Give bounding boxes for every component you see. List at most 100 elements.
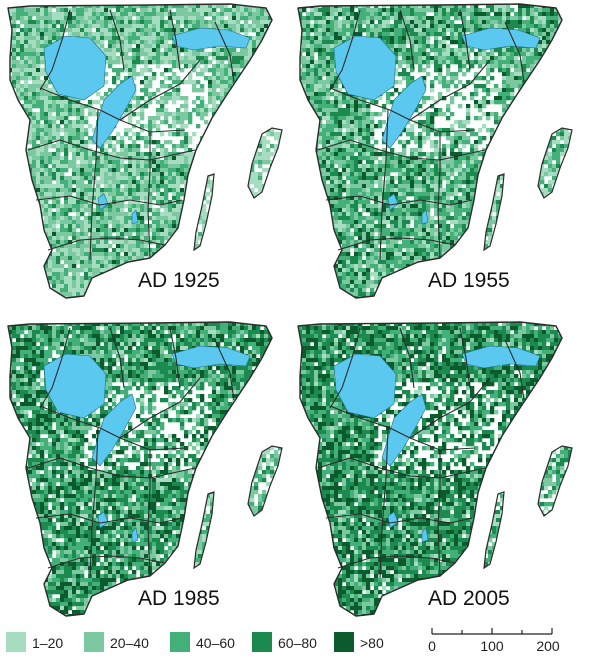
forest-cell [36, 116, 41, 121]
forest-cell [112, 144, 117, 149]
forest-cell [8, 124, 13, 129]
forest-cell [40, 180, 45, 185]
forest-cell [260, 28, 265, 33]
forest-cell [246, 168, 251, 173]
forest-cell [224, 184, 229, 189]
forest-cell [224, 24, 229, 29]
forest-cell [28, 280, 33, 285]
forest-cell [120, 4, 125, 9]
forest-cell [160, 244, 165, 249]
forest-cell [252, 44, 257, 49]
forest-cell [242, 188, 247, 193]
forest-cell [108, 280, 113, 285]
forest-cell [160, 4, 165, 5]
forest-cell [224, 76, 229, 81]
forest-cell [276, 12, 280, 16]
forest-cell [84, 12, 89, 17]
forest-cell [8, 56, 9, 61]
forest-cell [272, 44, 276, 48]
forest-cell [132, 56, 137, 61]
forest-cell [100, 8, 105, 13]
forest-cell [242, 184, 247, 189]
forest-cell [216, 136, 221, 141]
forest-cell [254, 132, 259, 137]
forest-cell [262, 144, 267, 149]
forest-cell [148, 196, 153, 201]
forest-cell [92, 288, 97, 293]
forest-cell [160, 36, 165, 41]
forest-cell [264, 204, 269, 209]
forest-cell [112, 76, 117, 81]
forest-cell [270, 192, 275, 197]
forest-cell [16, 220, 21, 225]
forest-cell [116, 12, 121, 17]
forest-cell [232, 148, 237, 153]
forest-cell [188, 112, 193, 117]
forest-cell [194, 196, 195, 201]
forest-cell [258, 212, 263, 217]
forest-cell [152, 172, 157, 177]
forest-cell [206, 168, 211, 173]
forest-cell [8, 116, 13, 121]
forest-cell [248, 140, 253, 145]
forest-cell [72, 112, 77, 117]
forest-cell [242, 144, 247, 149]
forest-cell [68, 248, 73, 253]
forest-cell [100, 4, 105, 9]
forest-cell [226, 188, 231, 193]
forest-cell [116, 204, 121, 209]
forest-cell [132, 156, 137, 161]
forest-cell [64, 192, 69, 197]
forest-cell [124, 108, 129, 113]
forest-cell [228, 28, 233, 33]
forest-cell [32, 244, 37, 249]
forest-cell [202, 128, 207, 129]
forest-cell [240, 288, 245, 293]
forest-cell [48, 184, 53, 189]
forest-cell [184, 64, 189, 69]
forest-cell [24, 240, 29, 245]
forest-cell [236, 292, 241, 297]
forest-cell [212, 164, 217, 169]
forest-cell [172, 60, 177, 65]
forest-cell [12, 84, 17, 89]
forest-cell [194, 144, 195, 149]
forest-cell [240, 188, 245, 193]
forest-cell [172, 144, 177, 149]
forest-cell [132, 256, 137, 261]
forest-cell [60, 252, 65, 257]
forest-cell [268, 68, 272, 73]
forest-cell [108, 156, 113, 161]
forest-cell [8, 280, 13, 285]
forest-cell [224, 108, 229, 113]
forest-cell [104, 148, 109, 153]
forest-cell [100, 276, 105, 281]
forest-cell [64, 8, 69, 13]
forest-cell [96, 180, 101, 185]
forest-cell [40, 32, 45, 37]
forest-cell [20, 28, 25, 33]
forest-cell [210, 140, 215, 145]
forest-cell [132, 252, 137, 257]
forest-cell [8, 88, 13, 93]
forest-cell [84, 188, 89, 193]
forest-cell [152, 168, 157, 173]
forest-cell [262, 200, 267, 205]
forest-cell [36, 184, 41, 189]
forest-cell [248, 296, 253, 298]
forest-cell [32, 296, 37, 298]
forest-cell [244, 56, 249, 61]
forest-cell [264, 116, 269, 121]
forest-cell [136, 232, 141, 237]
forest-cell [140, 52, 145, 57]
forest-cell [144, 248, 149, 253]
forest-cell [242, 168, 247, 173]
forest-cell [184, 132, 189, 137]
forest-cell [236, 20, 241, 25]
forest-cell [224, 88, 229, 93]
forest-cell [234, 148, 239, 153]
forest-cell [258, 220, 263, 225]
forest-cell [84, 248, 89, 253]
forest-cell [8, 40, 9, 45]
forest-cell [32, 284, 37, 289]
